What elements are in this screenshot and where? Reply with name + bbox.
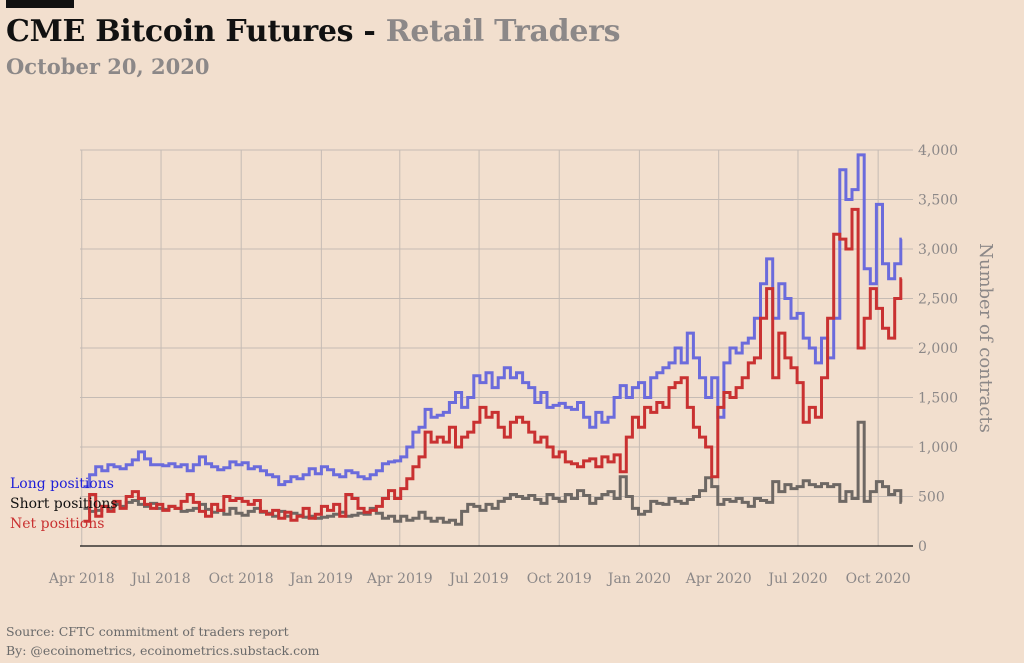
x-tick-label: Jan 2019 <box>288 571 353 587</box>
y-axis-label: Number of contracts <box>975 243 996 433</box>
x-tick-label: Jul 2018 <box>129 571 190 587</box>
y-tick-label: 1,500 <box>918 391 958 407</box>
chart-date: October 20, 2020 <box>6 54 210 79</box>
y-tick-label: 500 <box>918 490 945 506</box>
x-tick-label: Oct 2019 <box>527 571 592 587</box>
y-tick-label: 0 <box>918 539 927 555</box>
y-tick-label: 2,500 <box>918 292 958 308</box>
title-main: CME Bitcoin Futures - <box>6 14 386 49</box>
y-tick-label: 3,000 <box>918 242 958 258</box>
x-tick-label: Jul 2020 <box>766 571 827 587</box>
legend-item-net-positions: Net positions <box>10 516 105 532</box>
x-tick-label: Apr 2019 <box>366 571 433 587</box>
byline: By: @ecoinometrics, ecoinometrics.substa… <box>6 643 320 658</box>
header-accent-bar <box>6 0 74 8</box>
legend-item-long-positions: Long positions <box>10 476 114 492</box>
y-tick-label: 2,000 <box>918 341 958 357</box>
x-tick-label: Oct 2020 <box>846 571 911 587</box>
chart-title: CME Bitcoin Futures - Retail Traders <box>6 14 621 49</box>
series-line-net-positions <box>83 207 903 523</box>
x-tick-label: Apr 2018 <box>48 571 115 587</box>
source-note: Source: CFTC commitment of traders repor… <box>6 624 289 639</box>
y-tick-label: 1,000 <box>918 440 958 456</box>
series-line-short-positions <box>83 420 903 526</box>
x-tick-label: Apr 2020 <box>685 571 752 587</box>
x-tick-label: Jan 2020 <box>606 571 671 587</box>
y-tick-label: 4,000 <box>918 143 958 159</box>
axes: 0 500 1,000 1,500 2,000 2,500 3,000 3,500 4,000 A… <box>48 143 996 587</box>
grid <box>80 149 913 546</box>
x-tick-label: Jul 2019 <box>447 571 508 587</box>
x-tick-label: Oct 2018 <box>209 571 274 587</box>
series-line-long-positions <box>83 153 903 489</box>
series-lines <box>83 153 903 526</box>
legend-item-short-positions: Short positions <box>10 496 118 512</box>
y-tick-label: 3,500 <box>918 193 958 209</box>
title-sub: Retail Traders <box>385 14 621 49</box>
